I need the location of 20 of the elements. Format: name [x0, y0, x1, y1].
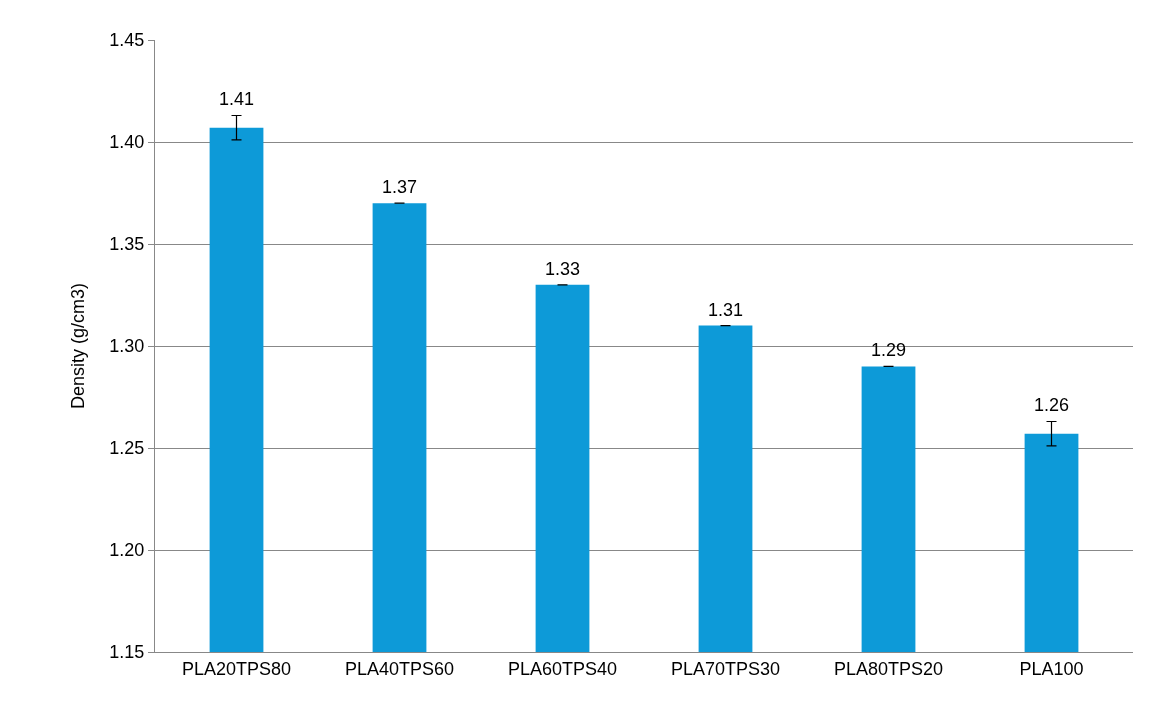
x-tick-label: PLA100 [1019, 658, 1084, 679]
y-tick-label: 1.15 [109, 642, 145, 663]
y-tick-label: 1.20 [109, 540, 145, 561]
y-tick-label: 1.45 [109, 30, 145, 51]
data-label: 1.26 [1034, 395, 1070, 415]
data-label: 1.41 [219, 89, 255, 109]
x-tick-label: PLA20TPS80 [181, 658, 292, 679]
x-tick-label: PLA70TPS30 [670, 658, 781, 679]
data-label: 1.31 [708, 300, 744, 320]
x-tick-label: PLA80TPS20 [833, 658, 944, 679]
x-tick-label: PLA40TPS60 [344, 658, 455, 679]
y-tick-label: 1.35 [109, 234, 145, 255]
x-tick-label: PLA60TPS40 [507, 658, 618, 679]
y-tick-label: 1.25 [109, 438, 145, 459]
data-label: 1.29 [871, 340, 907, 360]
y-tick-label: 1.30 [109, 336, 145, 357]
y-tick-label: 1.40 [109, 132, 145, 153]
data-label: 1.33 [545, 259, 581, 279]
data-label: 1.37 [382, 177, 418, 197]
y-axis-title: Density (g/cm3) [67, 282, 88, 410]
